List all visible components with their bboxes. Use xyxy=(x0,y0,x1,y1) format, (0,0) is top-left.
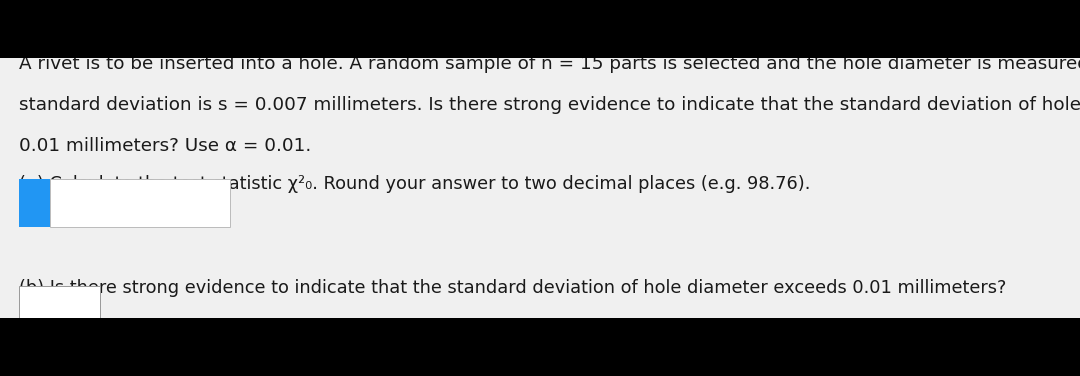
Text: (a) Calculate the test statistic χ²₀. Round your answer to two decimal places (e: (a) Calculate the test statistic χ²₀. Ro… xyxy=(19,175,811,193)
FancyBboxPatch shape xyxy=(50,179,230,227)
Text: A rivet is to be inserted into a hole. A random sample of n = 15 parts is select: A rivet is to be inserted into a hole. A… xyxy=(19,55,1080,73)
FancyBboxPatch shape xyxy=(19,179,50,227)
Text: v: v xyxy=(56,299,64,314)
Text: (b) Is there strong evidence to indicate that the standard deviation of hole dia: (b) Is there strong evidence to indicate… xyxy=(19,279,1007,297)
FancyBboxPatch shape xyxy=(0,0,1080,58)
Text: i: i xyxy=(31,194,38,212)
FancyBboxPatch shape xyxy=(0,318,1080,376)
Text: standard deviation is s = 0.007 millimeters. Is there strong evidence to indicat: standard deviation is s = 0.007 millimet… xyxy=(19,96,1080,114)
FancyBboxPatch shape xyxy=(19,286,100,327)
Text: 0.01 millimeters? Use α = 0.01.: 0.01 millimeters? Use α = 0.01. xyxy=(19,137,312,155)
